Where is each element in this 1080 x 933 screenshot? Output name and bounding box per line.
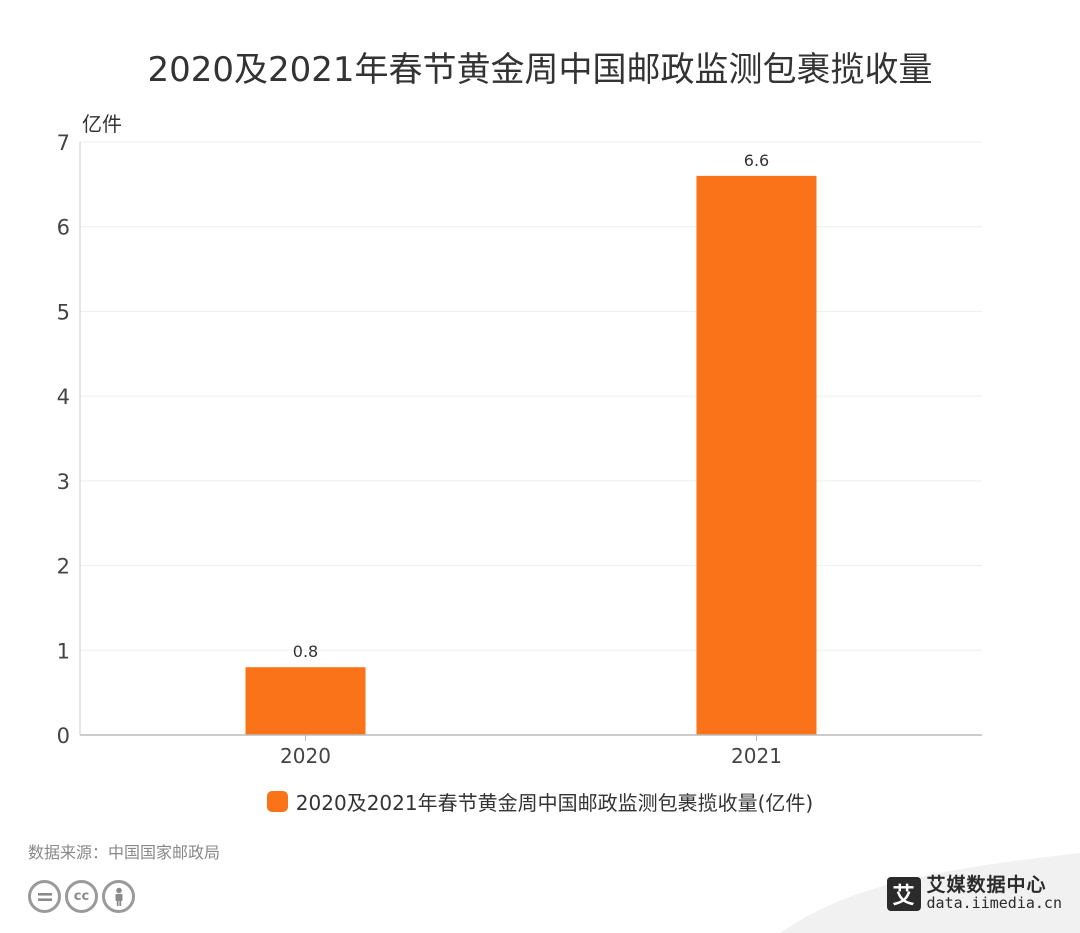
y-axis-label: 亿件: [82, 112, 122, 136]
data-labels: 0.8 6.6: [293, 151, 769, 661]
bars: [245, 175, 817, 735]
y-tick-label: 6: [57, 216, 70, 240]
y-tick-label: 4: [57, 385, 70, 409]
data-label-2020: 0.8: [293, 642, 318, 661]
gridlines: [80, 141, 982, 651]
legend-label: 2020及2021年春节黄金周中国邮政监测包裹揽收量(亿件): [295, 791, 814, 815]
bar-2021: [696, 175, 817, 735]
x-axis-ticks: 2020 2021: [280, 735, 782, 768]
legend-swatch: [266, 791, 288, 812]
y-axis-ticks: 0 1 2 3 4 5 6 7: [57, 131, 70, 748]
y-tick-label: 3: [57, 470, 70, 494]
brand-url: data.iimedia.cn: [926, 893, 1062, 912]
person-icon: [102, 880, 135, 913]
bar-chart: 亿件 0 1 2 3 4 5 6 7 0.8 6.6 2020 2021: [57, 112, 982, 768]
brand-logo: 艾 艾媒数据中心 data.iimedia.cn: [886, 874, 1062, 912]
equals-icon: [28, 880, 61, 913]
license-icons: cc: [28, 880, 135, 913]
y-tick-label: 1: [57, 639, 70, 663]
brand-name: 艾媒数据中心: [926, 874, 1047, 896]
x-tick-label: 2021: [731, 744, 782, 768]
y-tick-label: 0: [57, 724, 70, 748]
chart-title: 2020及2021年春节黄金周中国邮政监测包裹揽收量: [147, 50, 933, 90]
brand-band: [780, 853, 1080, 933]
data-source: 数据来源：中国国家邮政局: [28, 843, 221, 862]
legend: 2020及2021年春节黄金周中国邮政监测包裹揽收量(亿件): [0, 787, 1080, 816]
data-label-2021: 6.6: [744, 151, 769, 170]
cc-icon: cc: [65, 880, 98, 913]
brand-mark-icon: 艾: [886, 876, 921, 911]
y-tick-label: 7: [57, 131, 70, 155]
y-tick-label: 5: [57, 300, 70, 324]
x-tick-label: 2020: [280, 744, 331, 768]
y-tick-label: 2: [57, 555, 70, 579]
bar-2020: [245, 667, 366, 735]
